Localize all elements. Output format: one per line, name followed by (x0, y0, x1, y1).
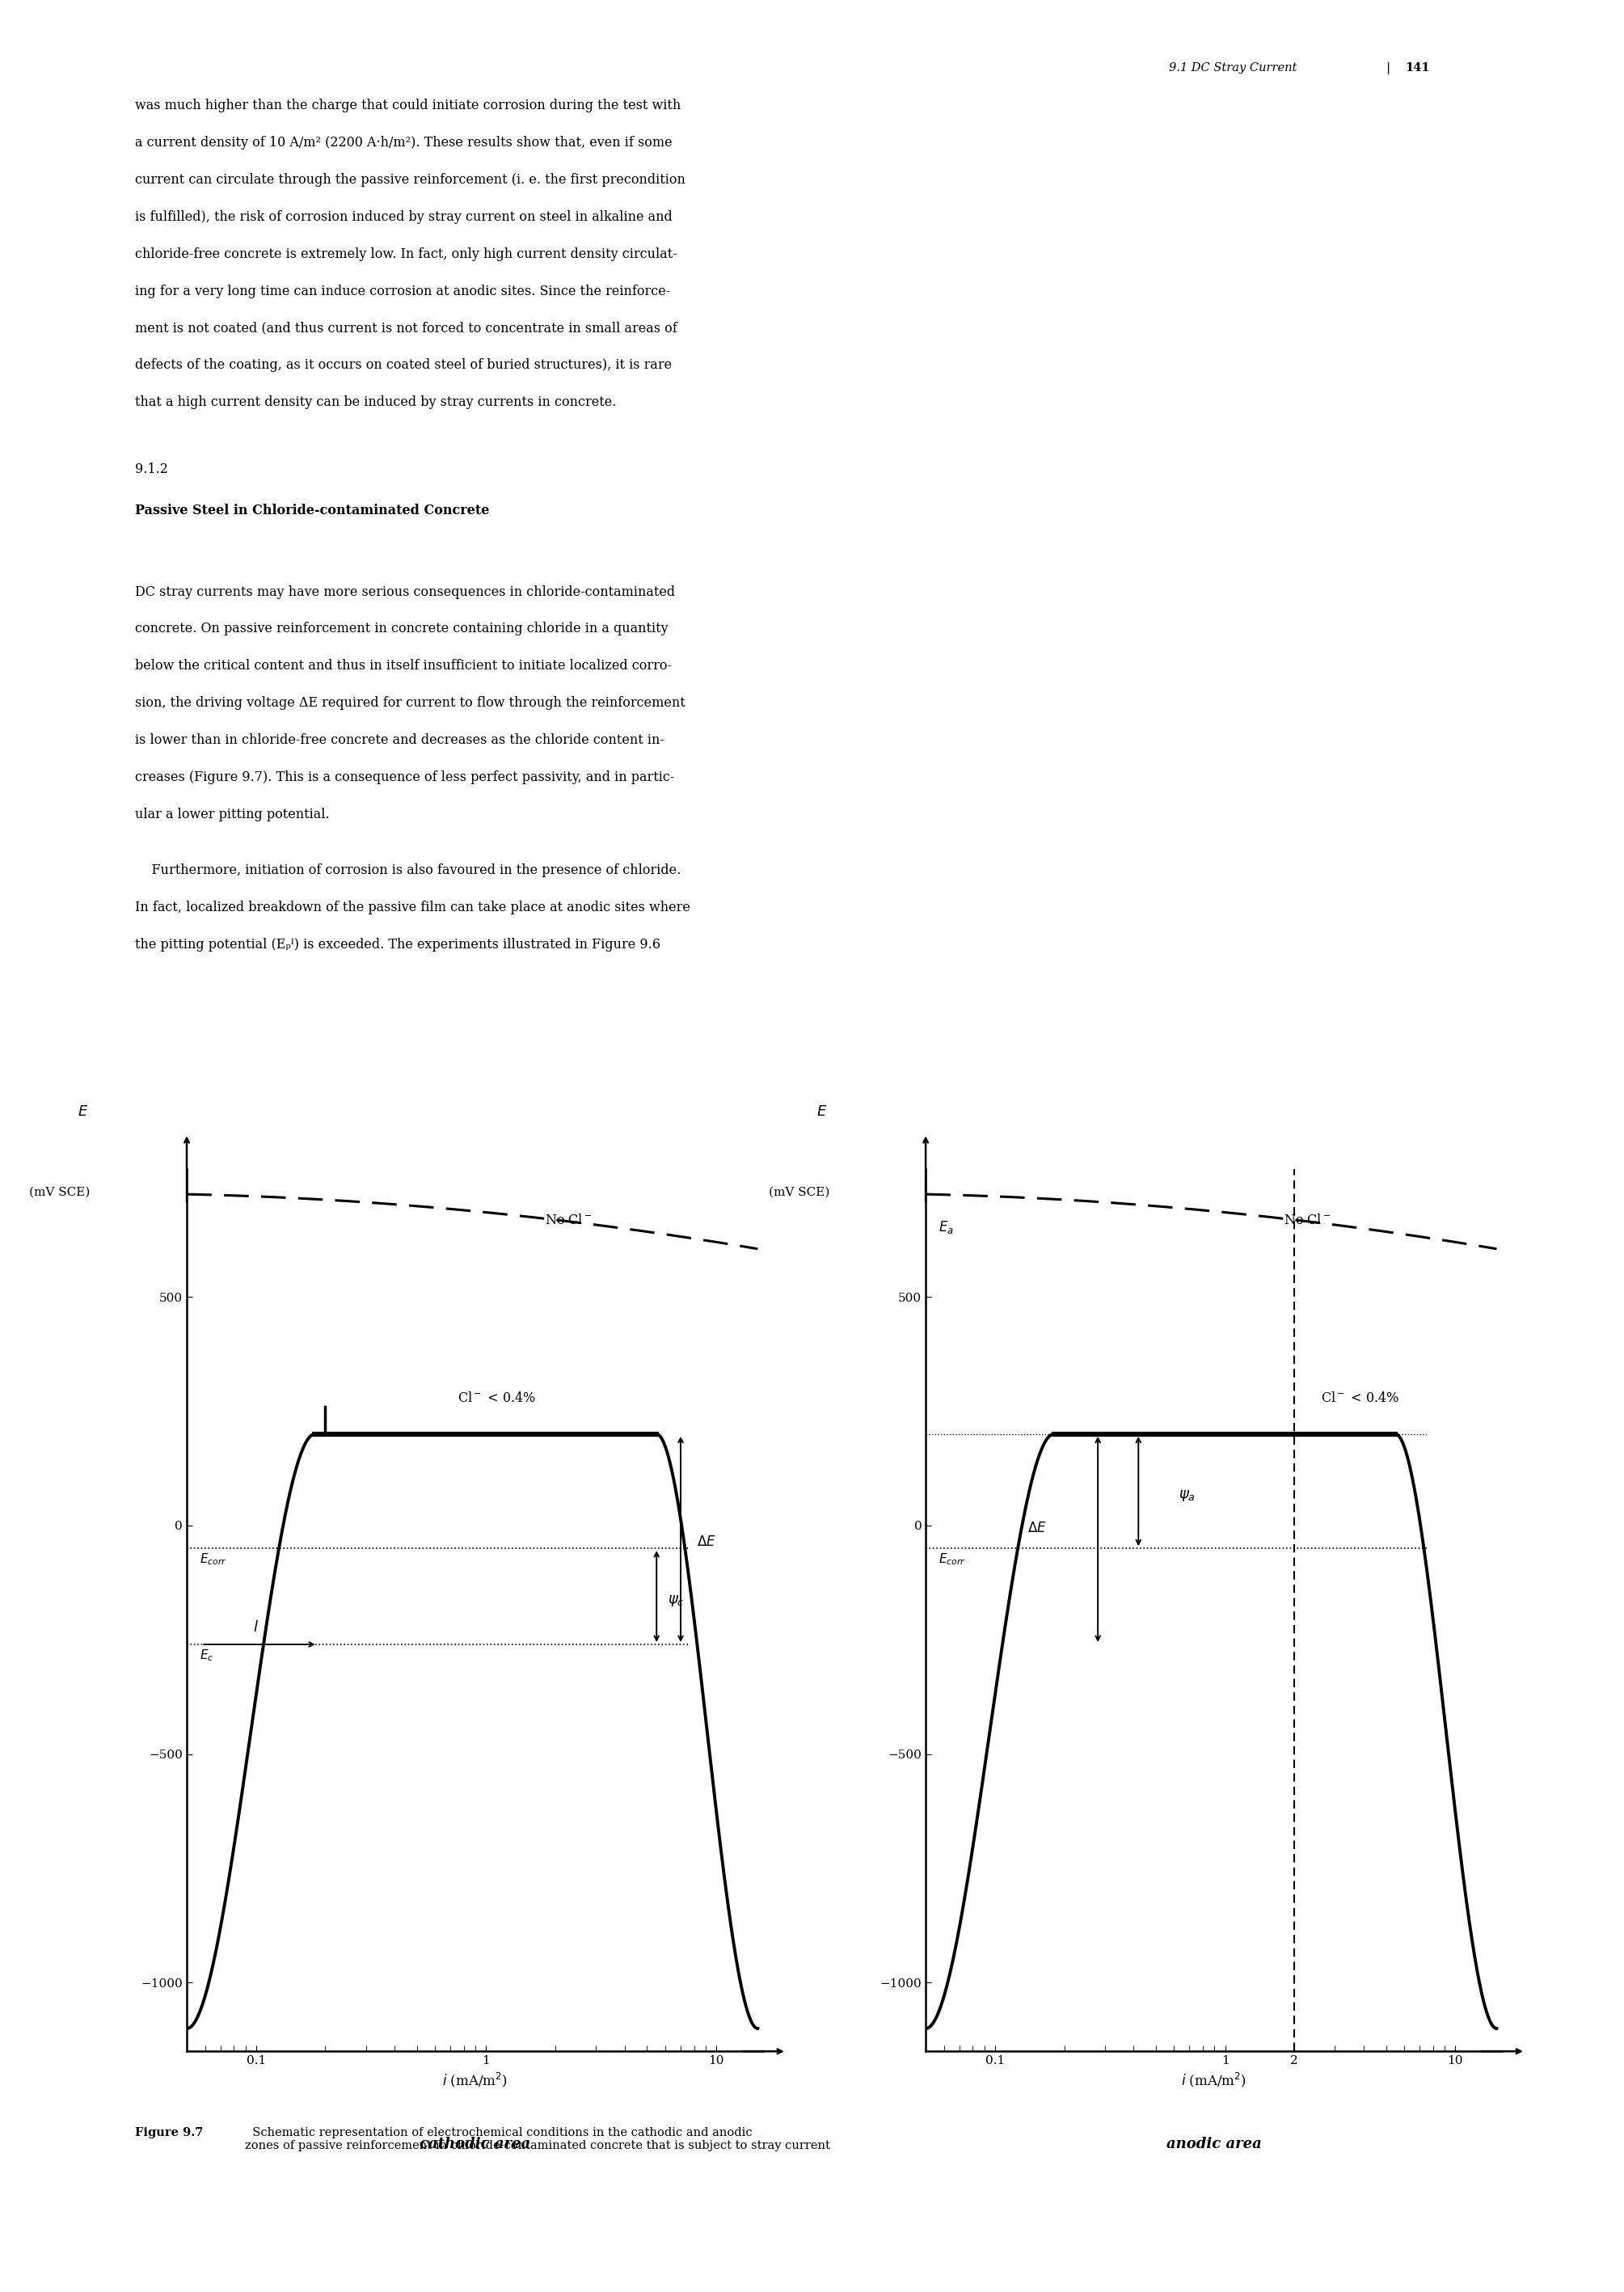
Text: $E$: $E$ (78, 1105, 88, 1118)
Text: concrete. On passive reinforcement in concrete containing chloride in a quantity: concrete. On passive reinforcement in co… (135, 621, 667, 635)
Text: the pitting potential (Eₚᴵ) is exceeded. The experiments illustrated in Figure 9: the pitting potential (Eₚᴵ) is exceeded.… (135, 937, 661, 951)
Text: creases (Figure 9.7). This is a consequence of less perfect passivity, and in pa: creases (Figure 9.7). This is a conseque… (135, 770, 674, 784)
Text: No Cl$^-$: No Cl$^-$ (1285, 1212, 1332, 1226)
Text: In fact, localized breakdown of the passive film can take place at anodic sites : In fact, localized breakdown of the pass… (135, 901, 690, 915)
Text: Furthermore, initiation of corrosion is also favoured in the presence of chlorid: Furthermore, initiation of corrosion is … (135, 864, 680, 878)
Text: cathodic area: cathodic area (419, 2136, 531, 2152)
Text: No Cl$^-$: No Cl$^-$ (546, 1212, 593, 1226)
Text: $E_{corr}$: $E_{corr}$ (200, 1552, 227, 1568)
Text: a current density of 10 A/m² (2200 A·h/m²). These results show that, even if som: a current density of 10 A/m² (2200 A·h/m… (135, 135, 672, 149)
Text: |: | (1387, 62, 1390, 73)
Text: Cl$^-$ < 0.4%: Cl$^-$ < 0.4% (1320, 1391, 1400, 1405)
Text: Cl$^-$ < 0.4%: Cl$^-$ < 0.4% (458, 1391, 536, 1405)
Text: 9.1.2: 9.1.2 (135, 463, 167, 477)
Text: $\Delta E$: $\Delta E$ (1028, 1522, 1047, 1536)
Text: (mV SCE): (mV SCE) (768, 1187, 830, 1199)
Text: that a high current density can be induced by stray currents in concrete.: that a high current density can be induc… (135, 397, 615, 410)
Text: current can circulate through the passive reinforcement (i. e. the first precond: current can circulate through the passiv… (135, 172, 685, 186)
Text: Passive Steel in Chloride-contaminated Concrete: Passive Steel in Chloride-contaminated C… (135, 504, 489, 518)
Text: $\Delta E$: $\Delta E$ (697, 1536, 716, 1549)
Text: 141: 141 (1405, 62, 1429, 73)
Text: is lower than in chloride-free concrete and decreases as the chloride content in: is lower than in chloride-free concrete … (135, 733, 664, 747)
Text: $E_{corr}$: $E_{corr}$ (939, 1552, 966, 1568)
Text: below the critical content and thus in itself insufficient to initiate localized: below the critical content and thus in i… (135, 660, 672, 674)
Text: ular a lower pitting potential.: ular a lower pitting potential. (135, 807, 330, 821)
Text: $\psi_a$: $\psi_a$ (1179, 1488, 1195, 1504)
X-axis label: $i$ (mA/m$^2$): $i$ (mA/m$^2$) (442, 2072, 508, 2088)
Text: $E_a$: $E_a$ (939, 1219, 953, 1235)
Text: defects of the coating, as it occurs on coated steel of buried structures), it i: defects of the coating, as it occurs on … (135, 358, 672, 371)
Text: chloride-free concrete is extremely low. In fact, only high current density circ: chloride-free concrete is extremely low.… (135, 248, 677, 261)
Text: Figure 9.7: Figure 9.7 (135, 2127, 203, 2138)
Text: $\psi_c$: $\psi_c$ (667, 1593, 685, 1609)
X-axis label: $i$ (mA/m$^2$): $i$ (mA/m$^2$) (1181, 2072, 1247, 2088)
Text: was much higher than the charge that could initiate corrosion during the test wi: was much higher than the charge that cou… (135, 99, 680, 112)
Text: anodic area: anodic area (1166, 2136, 1262, 2152)
Text: $E$: $E$ (817, 1105, 827, 1118)
Text: ment is not coated (and thus current is not forced to concentrate in small areas: ment is not coated (and thus current is … (135, 321, 677, 335)
Text: sion, the driving voltage ΔE required for current to flow through the reinforcem: sion, the driving voltage ΔE required fo… (135, 697, 685, 711)
Text: $E_c$: $E_c$ (200, 1648, 214, 1664)
Text: (mV SCE): (mV SCE) (29, 1187, 91, 1199)
Text: $l$: $l$ (253, 1620, 258, 1634)
Text: ing for a very long time can induce corrosion at anodic sites. Since the reinfor: ing for a very long time can induce corr… (135, 284, 671, 298)
Text: Schematic representation of electrochemical conditions in the cathodic and anodi: Schematic representation of electrochemi… (245, 2127, 830, 2152)
Text: 9.1 DC Stray Current: 9.1 DC Stray Current (1169, 62, 1298, 73)
Text: is fulfilled), the risk of corrosion induced by stray current on steel in alkali: is fulfilled), the risk of corrosion ind… (135, 211, 672, 225)
Text: DC stray currents may have more serious consequences in chloride-contaminated: DC stray currents may have more serious … (135, 584, 676, 598)
